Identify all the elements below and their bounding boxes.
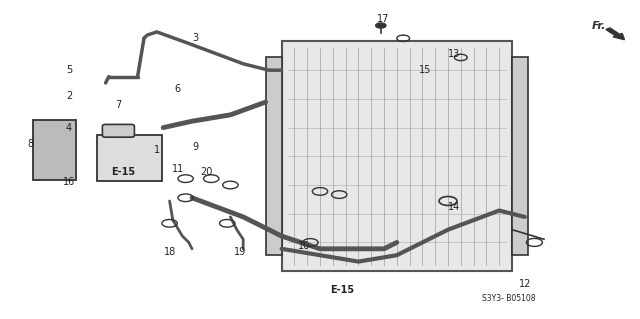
Text: Fr.: Fr.	[592, 20, 607, 31]
Text: E-15: E-15	[330, 285, 355, 295]
Text: 10: 10	[298, 241, 310, 251]
FancyBboxPatch shape	[266, 57, 282, 255]
Text: 16: 16	[63, 177, 76, 187]
Text: 6: 6	[175, 84, 181, 94]
Text: 5: 5	[66, 65, 72, 75]
FancyBboxPatch shape	[33, 120, 76, 180]
FancyBboxPatch shape	[102, 124, 134, 137]
Text: E-15: E-15	[111, 167, 136, 177]
FancyArrow shape	[606, 28, 625, 40]
Text: 11: 11	[172, 164, 184, 174]
Text: 1: 1	[154, 145, 160, 155]
FancyBboxPatch shape	[512, 57, 528, 255]
Text: 4: 4	[66, 122, 72, 133]
Text: 12: 12	[518, 279, 531, 289]
Text: 13: 13	[448, 49, 461, 59]
Text: 19: 19	[234, 247, 246, 257]
Text: 17: 17	[376, 14, 389, 24]
Text: 7: 7	[115, 100, 122, 110]
FancyBboxPatch shape	[282, 41, 512, 271]
Circle shape	[376, 23, 386, 28]
FancyBboxPatch shape	[97, 135, 162, 181]
Text: 9: 9	[192, 142, 198, 152]
Text: 20: 20	[200, 167, 212, 177]
Text: 15: 15	[419, 65, 432, 75]
Text: 8: 8	[28, 138, 34, 149]
Text: S3Y3- B05108: S3Y3- B05108	[482, 294, 536, 303]
Text: 18: 18	[163, 247, 176, 257]
Text: 3: 3	[192, 33, 198, 43]
Text: 14: 14	[448, 202, 461, 212]
Text: 2: 2	[66, 91, 72, 101]
